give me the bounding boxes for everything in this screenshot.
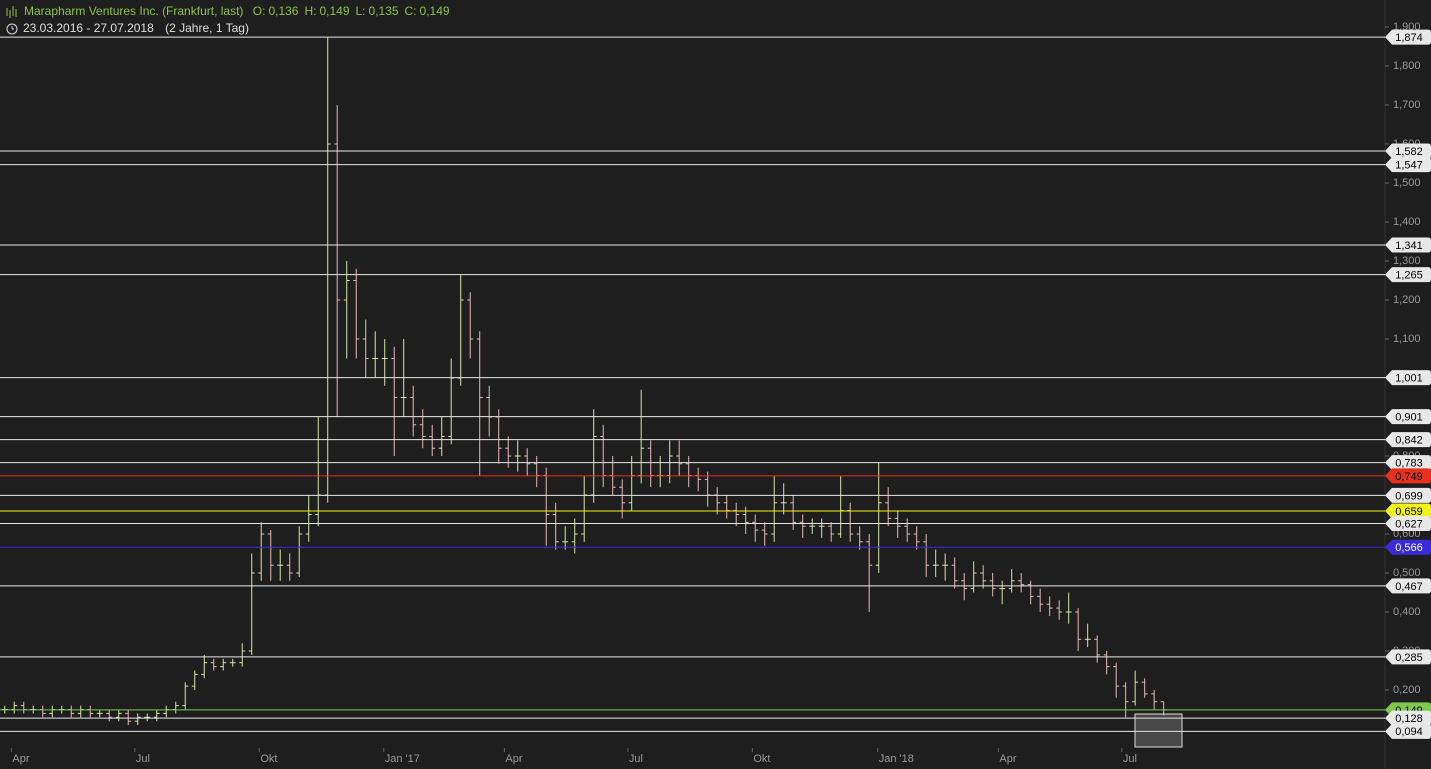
y-tick-label: 0,400: [1393, 606, 1421, 618]
x-tick-label: Apr: [999, 753, 1016, 765]
quote-key: O:: [253, 4, 266, 18]
level-tag: [1385, 503, 1431, 519]
x-tick-label: Jul: [136, 753, 150, 765]
x-tick-label: Apr: [505, 753, 522, 765]
level-tag: [1385, 578, 1431, 594]
y-tick-label: 1,700: [1393, 99, 1421, 111]
level-label: 1,547: [1395, 160, 1423, 172]
header-quote: Marapharm Ventures Inc. (Frankfurt, last…: [24, 4, 450, 18]
level-tag: [1385, 409, 1431, 425]
x-tick-label: Okt: [753, 753, 770, 765]
x-tick-label: Jul: [629, 753, 643, 765]
level-tag: [1385, 649, 1431, 665]
level-label: 0,467: [1395, 581, 1423, 593]
quote-key: H:: [304, 4, 316, 18]
level-tag: [1385, 468, 1431, 484]
level-label: 0,627: [1395, 518, 1423, 530]
level-tag: [1385, 432, 1431, 448]
x-tick-label: Jan '17: [385, 753, 420, 765]
level-label: 0,699: [1395, 490, 1423, 502]
level-label: 0,901: [1395, 412, 1423, 424]
level-label: 1,341: [1395, 240, 1423, 252]
level-label: 0,285: [1395, 652, 1423, 664]
date-range: 23.03.2016 - 27.07.2018 (2 Jahre, 1 Tag): [23, 21, 249, 35]
level-tag: [1385, 710, 1431, 726]
x-tick-label: Jan '18: [879, 753, 914, 765]
level-label: 0,783: [1395, 458, 1423, 470]
x-tick-label: Apr: [12, 753, 29, 765]
quote-key: C:: [405, 4, 417, 18]
y-tick-label: 0,200: [1393, 684, 1421, 696]
header: Marapharm Ventures Inc. (Frankfurt, last…: [6, 4, 450, 35]
y-tick-label: 1,100: [1393, 333, 1421, 345]
axis-labels: 0,2000,3000,4000,5000,6000,7000,8000,900…: [10, 21, 1431, 765]
quote-value: 0,149: [319, 4, 349, 18]
quote-value: 0,149: [420, 4, 450, 18]
level-label: 0,128: [1395, 713, 1423, 725]
level-label: 1,265: [1395, 270, 1423, 282]
range: 23.03.2016 - 27.07.2018: [23, 21, 154, 35]
x-tick-label: Okt: [260, 753, 277, 765]
instrument-name: Marapharm Ventures Inc. (Frankfurt, last…: [24, 4, 243, 18]
level-tag: [1385, 539, 1431, 555]
y-tick-label: 0,500: [1393, 567, 1421, 579]
level-tag: [1385, 267, 1431, 283]
y-tick-label: 1,500: [1393, 177, 1421, 189]
level-tag: [1385, 237, 1431, 253]
level-label: 1,874: [1395, 32, 1423, 44]
level-label: 0,749: [1395, 471, 1423, 483]
period: (2 Jahre, 1 Tag): [165, 21, 249, 35]
level-tag: [1385, 455, 1431, 471]
quote-value: 0,135: [369, 4, 399, 18]
level-tag: [1385, 157, 1431, 173]
level-label: 0,566: [1395, 542, 1423, 554]
y-tick-label: 1,200: [1393, 294, 1421, 306]
level-label: 1,582: [1395, 146, 1423, 158]
level-tag: [1385, 487, 1431, 503]
y-tick-label: 1,800: [1393, 60, 1421, 72]
quote-value: 0,136: [268, 4, 298, 18]
level-label: 0,659: [1395, 506, 1423, 518]
quote-key: L:: [356, 4, 366, 18]
y-tick-label: 1,300: [1393, 255, 1421, 267]
clock-icon: [6, 23, 18, 35]
bars-icon: [6, 6, 17, 18]
level-tag: [1385, 143, 1431, 159]
y-tick-label: 1,400: [1393, 216, 1421, 228]
plot: [0, 0, 1386, 769]
level-label: 0,842: [1395, 435, 1423, 447]
level-tag: [1385, 723, 1431, 739]
level-label: 1,001: [1395, 373, 1423, 385]
level-tag: [1385, 29, 1431, 45]
level-tag: [1385, 515, 1431, 531]
level-tag: [1385, 370, 1431, 386]
level-label: 0,094: [1395, 726, 1423, 738]
selection-box: [1134, 713, 1183, 748]
x-tick-label: Jul: [1123, 753, 1137, 765]
